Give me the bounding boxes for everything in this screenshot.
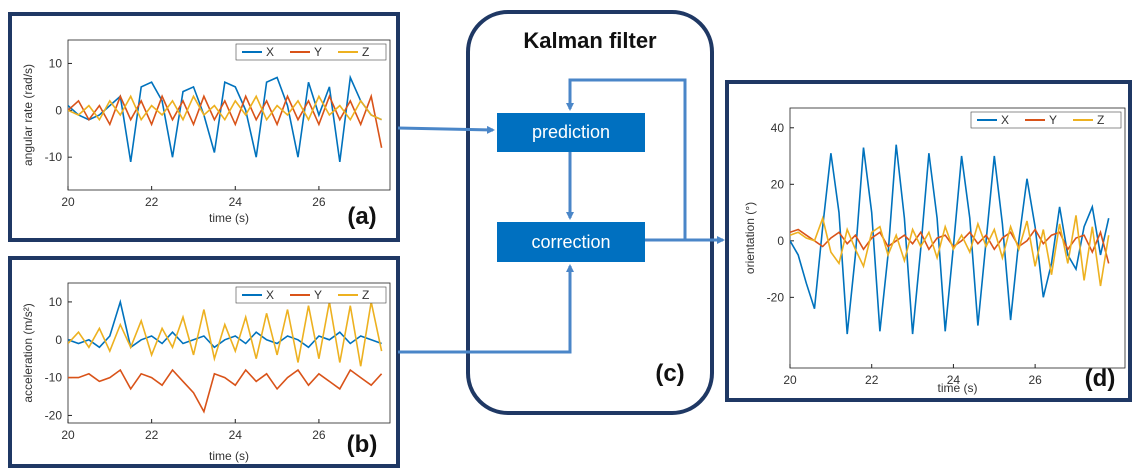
- y-tick-label: 40: [771, 121, 785, 135]
- x-tick-label: 20: [61, 428, 75, 442]
- legend-label: Y: [1049, 113, 1057, 127]
- y-tick-label: 0: [777, 234, 784, 248]
- x-tick-label: 26: [1028, 373, 1042, 387]
- y-tick-label: -20: [45, 408, 63, 422]
- arrow: [566, 78, 687, 240]
- data-line: [68, 93, 383, 148]
- y-tick-label: 10: [49, 56, 63, 70]
- y-axis-label: acceleration (m/s²): [21, 303, 35, 402]
- legend-box: [970, 111, 1122, 129]
- arrow: [398, 264, 574, 354]
- y-tick-label: 20: [771, 177, 785, 191]
- plot-area: [67, 39, 391, 191]
- panel-label: (c): [655, 360, 684, 387]
- x-axis-label: time (s): [209, 449, 249, 463]
- data-line: [68, 94, 382, 122]
- data-line: [790, 144, 1110, 335]
- legend-label: Z: [1097, 113, 1104, 127]
- diagram-title: Kalman filter: [523, 28, 657, 53]
- x-tick-label: 24: [229, 428, 243, 442]
- x-axis-label: time (s): [209, 211, 249, 225]
- chart: -20 -10 0 10 20 22 24 26 acceleration (m/s²) time…: [21, 282, 391, 463]
- y-tick-label: -20: [767, 290, 785, 304]
- node-label: prediction: [532, 122, 610, 142]
- legend-label: X: [266, 45, 274, 59]
- panel-frame: [466, 10, 714, 415]
- legend-label: Z: [362, 288, 369, 302]
- x-tick-label: 22: [145, 428, 159, 442]
- x-tick-label: 20: [61, 195, 75, 209]
- x-tick-label: 26: [312, 195, 326, 209]
- y-tick-label: 10: [49, 295, 63, 309]
- data-line: [68, 298, 382, 349]
- legend-label: X: [1001, 113, 1009, 127]
- y-axis-label: angular rate (rad/s): [21, 64, 35, 166]
- node-label: correction: [531, 232, 610, 252]
- y-tick-label: 0: [55, 333, 62, 347]
- data-line: [68, 368, 383, 414]
- legend-box: [235, 286, 387, 304]
- panel-label: (b): [347, 431, 378, 458]
- x-axis-label: time (s): [938, 381, 978, 395]
- legend-label: Y: [314, 45, 322, 59]
- data-line: [790, 215, 1110, 287]
- x-tick-label: 26: [312, 428, 326, 442]
- legend-label: Z: [362, 45, 369, 59]
- x-tick-label: 22: [865, 373, 879, 387]
- arrows: [397, 78, 725, 354]
- x-tick-label: 22: [145, 195, 159, 209]
- arrow: [397, 125, 495, 134]
- panel-label: (d): [1085, 365, 1116, 392]
- legend-label: X: [266, 288, 274, 302]
- node: [497, 222, 645, 262]
- y-tick-label: 0: [55, 103, 62, 117]
- x-tick-label: 24: [947, 373, 961, 387]
- x-tick-label: 20: [783, 373, 797, 387]
- node: [497, 113, 645, 152]
- data-line: [790, 228, 1110, 264]
- panel-label: (a): [347, 203, 376, 230]
- y-axis-label: orientation (°): [743, 202, 757, 274]
- chart: -10 0 10 20 22 24 26 angular rate (rad/s) time (…: [21, 39, 391, 230]
- chart: -20 0 20 40 20 22 24 26 orientation (°) time (s) X…: [743, 107, 1126, 395]
- y-tick-label: -10: [45, 371, 63, 385]
- y-tick-label: -10: [45, 150, 63, 164]
- legend-label: Y: [314, 288, 322, 302]
- legend-box: [235, 43, 387, 61]
- x-tick-label: 24: [229, 195, 243, 209]
